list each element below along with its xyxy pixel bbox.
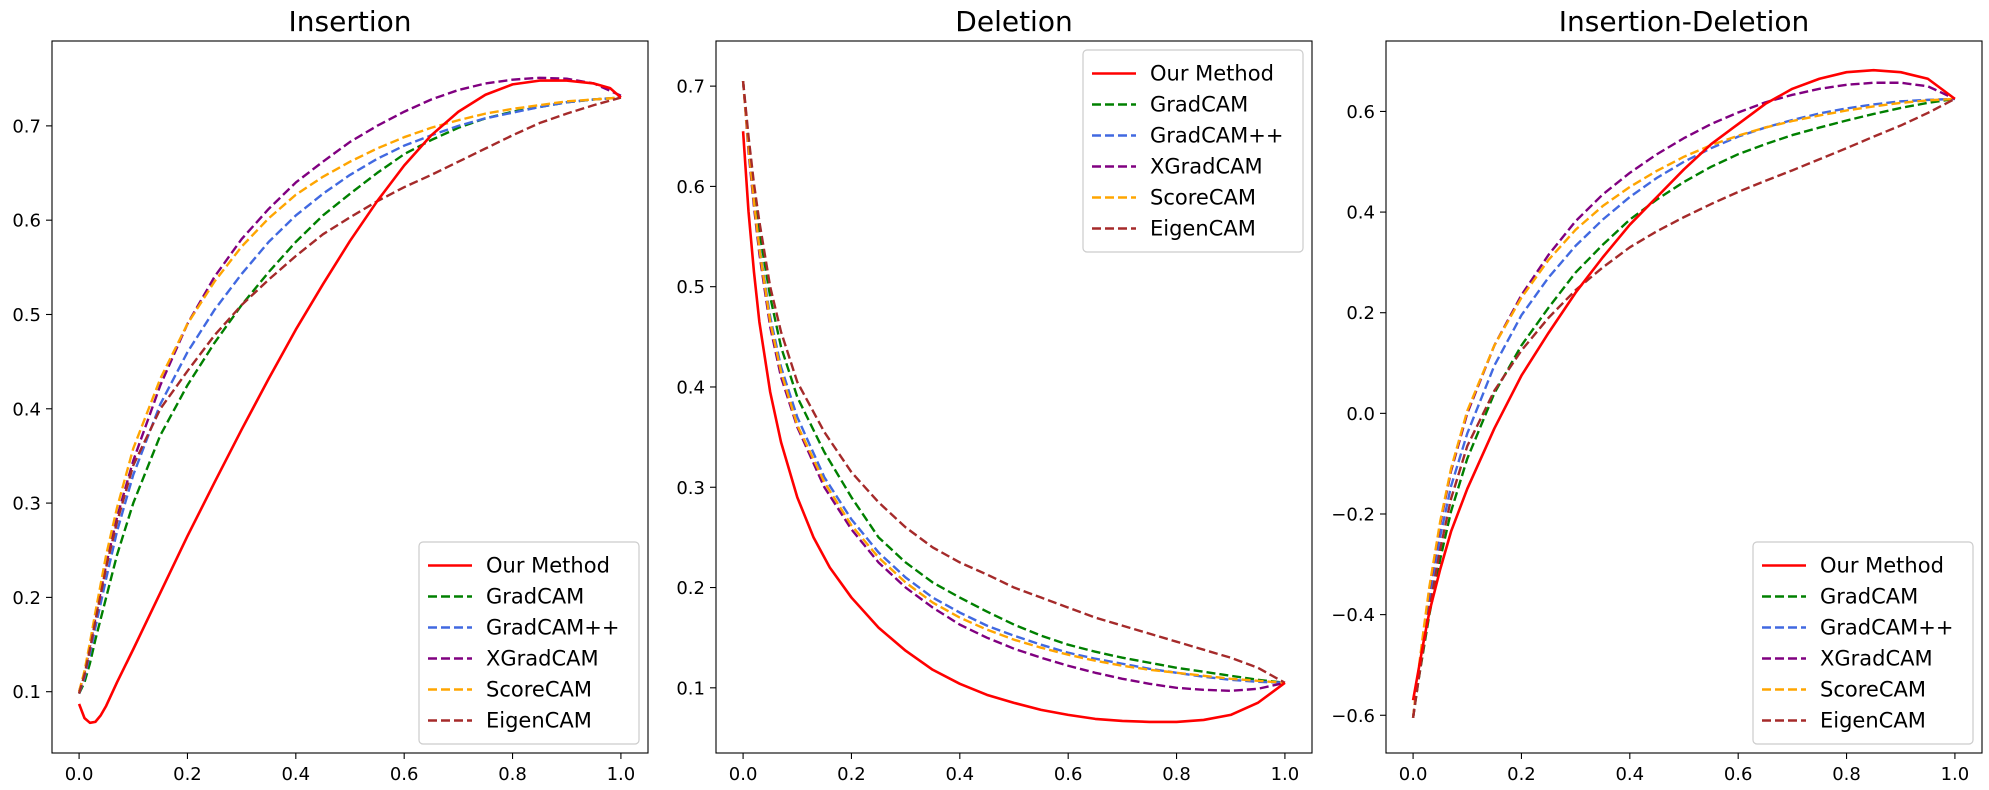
deletion-legend-label-xgradcam: XGradCAM [1150, 155, 1263, 179]
insertion-ytick-label: 0.7 [12, 116, 41, 137]
insertion-deletion-ytick-label: 0.0 [1346, 404, 1375, 425]
insertion-axes-frame [51, 40, 649, 754]
deletion-xtick-label: 0.4 [945, 764, 974, 785]
insertion-title: Insertion [289, 5, 412, 38]
deletion-ytick-label: 0.5 [676, 277, 705, 298]
insertion-deletion-ytick-label: −0.2 [1331, 504, 1375, 525]
deletion-legend-box [1082, 49, 1304, 253]
insertion-deletion-ytick-label: −0.4 [1331, 605, 1375, 626]
insertion-legend-label-eigencam: EigenCAM [486, 709, 592, 733]
deletion-xtick-label: 1.0 [1271, 764, 1300, 785]
deletion-axes-frame [715, 40, 1313, 754]
insertion-deletion-xtick-label: 1.0 [1941, 764, 1970, 785]
insertion-series-eigencam [77, 96, 622, 694]
insertion-series-gradcamplusplus [77, 96, 621, 694]
insertion-deletion-legend-label-gradcam: GradCAM [1820, 585, 1918, 609]
insertion-deletion-legend: Our Method GradCAM GradCAM++ XGradCAM ScoreC… [1752, 541, 1974, 745]
insertion-panel: Insertion 0.0 0.2 0.4 0.6 0.8 1.0 0.1 0.2 0.3 0.4 0… [12, 5, 649, 785]
insertion-deletion-series-eigencam [1411, 97, 1956, 718]
insertion-ytick-label: 0.2 [12, 588, 41, 609]
deletion-ytick-label: 0.3 [676, 478, 705, 499]
deletion-ytick-label: 0.1 [676, 678, 705, 699]
insertion-deletion-xtick-label: 0.2 [1507, 764, 1536, 785]
insertion-deletion-axes-frame [1385, 40, 1983, 754]
deletion-xtick-label: 0.0 [729, 764, 758, 785]
insertion-ytick-label: 0.5 [12, 305, 41, 326]
deletion-ytick-label: 0.2 [676, 578, 705, 599]
insertion-legend-label-scorecam: ScoreCAM [486, 678, 592, 702]
deletion-panel: Deletion 0.0 0.2 0.4 0.6 0.8 1.0 0.1 0.2 0.3 0.4 0.… [676, 5, 1313, 785]
deletion-ytick-label: 0.7 [676, 77, 705, 98]
insertion-deletion-series-our-method [1411, 68, 1956, 701]
deletion-series-scorecam [741, 81, 1285, 684]
deletion-ytick-label: 0.6 [676, 177, 705, 198]
insertion-xtick-label: 1.0 [607, 764, 636, 785]
deletion-series-our-method [741, 131, 1286, 724]
insertion-deletion-legend-box [1752, 541, 1974, 745]
deletion-legend-label-our-method: Our Method [1150, 62, 1274, 86]
insertion-deletion-legend-label-xgradcam: XGradCAM [1820, 647, 1933, 671]
insertion-legend-label-gradcamplusplus: GradCAM++ [486, 616, 619, 640]
deletion-legend-label-gradcamplusplus: GradCAM++ [1150, 124, 1283, 148]
insertion-legend-label-gradcam: GradCAM [486, 585, 584, 609]
deletion-title: Deletion [955, 5, 1072, 38]
insertion-deletion-legend-label-gradcamplusplus: GradCAM++ [1820, 616, 1953, 640]
insertion-xtick-label: 0.2 [173, 764, 202, 785]
insertion-deletion-ytick-label: 0.2 [1346, 303, 1375, 324]
insertion-xtick-label: 0.4 [281, 764, 310, 785]
insertion-deletion-series-group [1411, 68, 1956, 718]
insertion-deletion-xtick-label: 0.0 [1399, 764, 1428, 785]
insertion-series-group [77, 76, 622, 725]
insertion-deletion-panel: Insertion-Deletion 0.0 0.2 0.4 0.6 0.8 1.0 −0.6… [1331, 5, 1983, 785]
deletion-series-gradcam [741, 81, 1286, 684]
insertion-deletion-ytick-label: 0.6 [1346, 102, 1375, 123]
deletion-ytick-label: 0.4 [676, 377, 705, 398]
insertion-deletion-ytick-label: 0.4 [1346, 203, 1375, 224]
insertion-series-our-method [77, 79, 622, 725]
deletion-legend-label-eigencam: EigenCAM [1150, 217, 1256, 241]
insertion-series-gradcam [78, 96, 621, 695]
insertion-deletion-xtick-label: 0.6 [1724, 764, 1753, 785]
deletion-xtick-label: 0.8 [1162, 764, 1191, 785]
deletion-series-group [741, 80, 1286, 724]
deletion-xtick-label: 0.6 [1054, 764, 1083, 785]
insertion-xtick-label: 0.0 [65, 764, 94, 785]
insertion-deletion-xtick-label: 0.4 [1615, 764, 1644, 785]
insertion-deletion-legend-label-eigencam: EigenCAM [1820, 709, 1926, 733]
insertion-xtick-label: 0.8 [498, 764, 527, 785]
insertion-ytick-label: 0.1 [12, 682, 41, 703]
deletion-xtick-label: 0.2 [837, 764, 866, 785]
insertion-ytick-label: 0.3 [12, 494, 41, 515]
deletion-legend: Our Method GradCAM GradCAM++ XGradCAM ScoreC… [1082, 49, 1304, 253]
insertion-xtick-label: 0.6 [390, 764, 419, 785]
insertion-deletion-title: Insertion-Deletion [1559, 5, 1810, 38]
insertion-deletion-legend-label-our-method: Our Method [1820, 554, 1944, 578]
insertion-deletion-xtick-label: 0.8 [1832, 764, 1861, 785]
insertion-deletion-legend-label-scorecam: ScoreCAM [1820, 678, 1926, 702]
insertion-ytick-label: 0.4 [12, 399, 41, 420]
insertion-deletion-series-gradcamplusplus [1411, 97, 1955, 718]
insertion-legend-box [418, 541, 640, 745]
insertion-deletion-series-gradcam [1411, 97, 1956, 718]
deletion-legend-label-gradcam: GradCAM [1150, 93, 1248, 117]
deletion-series-eigencam [741, 80, 1286, 684]
insertion-legend: Our Method GradCAM GradCAM++ XGradCAM ScoreC… [418, 541, 640, 745]
insertion-legend-label-our-method: Our Method [486, 554, 610, 578]
insertion-legend-label-xgradcam: XGradCAM [486, 647, 599, 671]
insertion-deletion-series-scorecam [1411, 97, 1955, 718]
insertion-ytick-label: 0.6 [12, 211, 41, 232]
insertion-deletion-ytick-label: −0.6 [1331, 706, 1375, 727]
deletion-legend-label-scorecam: ScoreCAM [1150, 186, 1256, 210]
insertion-series-scorecam [77, 96, 621, 693]
